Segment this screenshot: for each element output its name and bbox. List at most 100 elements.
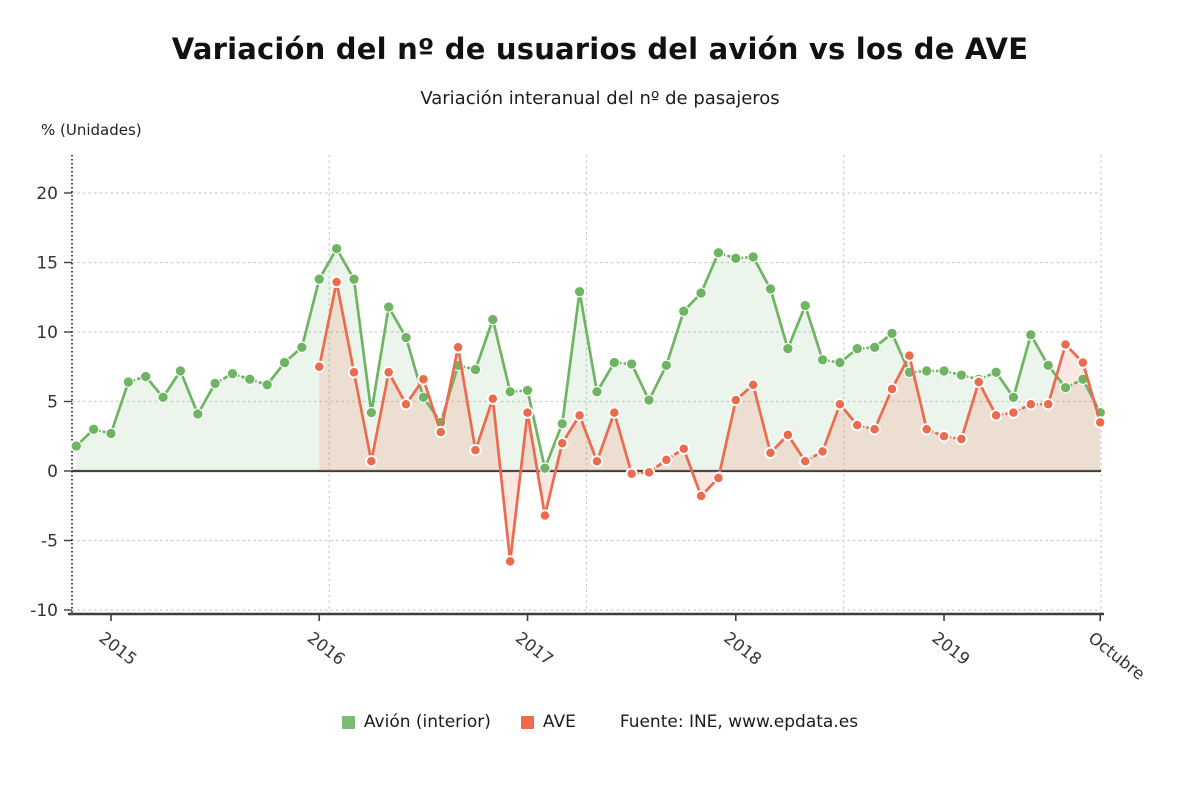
ave-data-point[interactable] [469, 443, 482, 457]
avion-data-point[interactable] [1025, 329, 1037, 341]
ave-data-point[interactable] [347, 366, 361, 379]
ave-data-point[interactable] [313, 360, 326, 373]
avion-data-point[interactable] [816, 354, 829, 366]
ave-data-point[interactable] [1076, 356, 1090, 369]
ave-data-point[interactable] [382, 366, 395, 379]
avion-data-point[interactable] [469, 363, 482, 376]
ave-data-point[interactable] [937, 430, 951, 443]
ave-data-point[interactable] [989, 409, 1003, 422]
avion-data-point[interactable] [139, 370, 152, 383]
avion-data-point[interactable] [70, 440, 83, 452]
avion-data-point[interactable] [782, 342, 794, 355]
avion-data-point[interactable] [504, 386, 516, 398]
ave-data-point[interactable] [712, 471, 725, 485]
ave-data-point[interactable] [799, 455, 812, 468]
avion-data-point[interactable] [712, 247, 725, 259]
ave-data-point[interactable] [851, 418, 864, 432]
avion-data-point[interactable] [261, 379, 273, 391]
ave-data-point[interactable] [816, 445, 829, 458]
ave-data-point[interactable] [746, 378, 760, 391]
ave-data-point[interactable] [608, 406, 621, 419]
avion-data-point[interactable] [868, 341, 881, 354]
ave-data-point[interactable] [729, 393, 742, 407]
avion-data-point[interactable] [400, 331, 412, 344]
avion-data-point[interactable] [1007, 391, 1020, 404]
avion-data-point[interactable] [192, 408, 204, 420]
ave-data-point[interactable] [660, 453, 673, 467]
legend-item-avion[interactable]: Avión (interior) [341, 712, 491, 732]
avion-data-point[interactable] [556, 417, 568, 430]
avion-data-point[interactable] [174, 365, 187, 377]
avion-data-point[interactable] [886, 327, 898, 340]
avion-data-point[interactable] [851, 342, 864, 355]
ave-data-point[interactable] [451, 341, 465, 354]
avion-data-point[interactable] [764, 283, 777, 295]
avion-data-point[interactable] [87, 423, 100, 436]
ave-data-point[interactable] [764, 446, 777, 460]
avion-data-point[interactable] [122, 376, 135, 388]
ave-data-point[interactable] [365, 455, 378, 468]
avion-data-point[interactable] [521, 384, 534, 397]
avion-data-point[interactable] [660, 359, 673, 372]
ave-data-point[interactable] [781, 428, 794, 442]
avion-data-point[interactable] [573, 285, 586, 298]
avion-data-point[interactable] [365, 406, 378, 419]
avion-data-point[interactable] [730, 252, 742, 265]
avion-data-point[interactable] [920, 365, 933, 377]
ave-data-point[interactable] [1024, 398, 1037, 411]
avion-data-point[interactable] [834, 356, 846, 369]
avion-data-point[interactable] [625, 358, 638, 370]
avion-data-point[interactable] [157, 391, 169, 404]
avion-data-point[interactable] [1059, 381, 1072, 394]
ave-data-point[interactable] [920, 423, 933, 436]
avion-data-point[interactable] [591, 386, 603, 398]
avion-data-point[interactable] [226, 367, 239, 380]
avion-data-point[interactable] [608, 356, 621, 369]
legend-item-ave[interactable]: AVE [520, 712, 576, 732]
ave-data-point[interactable] [903, 349, 916, 362]
ave-data-point[interactable] [1042, 398, 1055, 411]
ave-data-point[interactable] [417, 373, 430, 386]
avion-data-point[interactable] [209, 377, 221, 390]
avion-data-point[interactable] [313, 273, 326, 285]
ave-data-point[interactable] [556, 437, 569, 450]
ave-data-point[interactable] [694, 489, 708, 503]
ave-data-point[interactable] [399, 398, 413, 411]
avion-data-point[interactable] [747, 251, 759, 263]
ave-data-point[interactable] [868, 423, 881, 436]
ave-data-point[interactable] [642, 466, 656, 479]
ave-data-point[interactable] [538, 509, 552, 522]
ave-data-point[interactable] [573, 409, 586, 422]
ave-data-point[interactable] [1007, 406, 1020, 419]
avion-data-point[interactable] [105, 427, 117, 440]
avion-data-point[interactable] [278, 356, 291, 369]
ave-data-point[interactable] [1094, 416, 1107, 429]
ave-data-point[interactable] [625, 467, 638, 480]
avion-data-point[interactable] [330, 242, 343, 255]
avion-data-point[interactable] [938, 365, 950, 377]
avion-data-point[interactable] [539, 462, 551, 474]
ave-data-point[interactable] [955, 432, 968, 446]
avion-data-point[interactable] [348, 273, 360, 285]
avion-data-point[interactable] [643, 394, 655, 406]
ave-data-point[interactable] [504, 555, 517, 568]
avion-data-point[interactable] [244, 373, 256, 386]
avion-data-point[interactable] [487, 313, 499, 326]
avion-data-point[interactable] [695, 287, 707, 299]
ave-data-point[interactable] [677, 442, 690, 455]
avion-data-point[interactable] [990, 366, 1002, 379]
ave-data-point[interactable] [885, 382, 899, 396]
avion-data-point[interactable] [677, 305, 690, 317]
avion-data-point[interactable] [382, 301, 395, 313]
ave-data-point[interactable] [521, 406, 534, 419]
ave-data-point[interactable] [833, 398, 847, 411]
ave-data-point[interactable] [1059, 338, 1072, 351]
ave-data-point[interactable] [590, 455, 604, 468]
avion-data-point[interactable] [1042, 359, 1054, 372]
ave-data-point[interactable] [972, 375, 985, 389]
ave-data-point[interactable] [330, 275, 343, 289]
avion-data-point[interactable] [296, 341, 308, 354]
ave-data-point[interactable] [486, 392, 499, 405]
ave-data-point[interactable] [434, 425, 447, 439]
avion-data-point[interactable] [955, 369, 968, 381]
